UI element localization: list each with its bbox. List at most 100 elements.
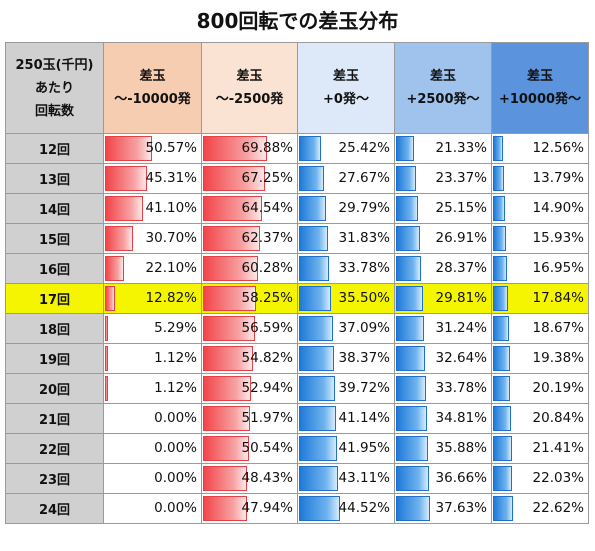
percentage-bar — [299, 496, 340, 521]
percentage-value: 12.82% — [145, 290, 197, 306]
percentage-bar — [493, 436, 512, 461]
percentage-bar — [203, 466, 247, 491]
column-header-4: 差玉 +2500発～ — [394, 42, 492, 134]
row-label: 22回 — [5, 433, 104, 464]
value-cell: 23.37% — [394, 163, 492, 194]
value-cell: 19.38% — [491, 343, 589, 374]
percentage-bar — [299, 136, 322, 161]
percentage-value: 1.12% — [154, 380, 197, 396]
value-cell: 25.42% — [297, 133, 395, 164]
value-cell: 35.50% — [297, 283, 395, 314]
percentage-bar — [203, 346, 254, 371]
value-cell: 41.95% — [297, 433, 395, 464]
value-cell: 20.84% — [491, 403, 589, 434]
table-row: 16回 22.10% 60.28% 33.78% 28.37% 16.95% — [5, 253, 589, 284]
table-row: 22回 0.00% 50.54% 41.95% 35.88% 21.41% — [5, 433, 589, 464]
column-header-4-line1: 差玉 — [429, 69, 456, 84]
row-header-line-1: 250玉(千円) — [15, 57, 94, 73]
percentage-value: 64.54% — [241, 200, 293, 216]
table-row: 12回 50.57% 69.88% 25.42% 21.33% 12.56% — [5, 133, 589, 164]
value-cell: 60.28% — [201, 253, 298, 284]
percentage-value: 47.94% — [241, 500, 293, 516]
percentage-bar — [299, 196, 326, 221]
percentage-value: 0.00% — [154, 410, 197, 426]
percentage-bar — [396, 466, 430, 491]
row-label: 17回 — [5, 283, 104, 314]
percentage-value: 21.41% — [532, 440, 584, 456]
value-cell: 15.93% — [491, 223, 589, 254]
percentage-bar — [396, 286, 423, 311]
percentage-value: 48.43% — [241, 470, 293, 486]
percentage-value: 52.94% — [241, 380, 293, 396]
percentage-bar — [105, 316, 109, 341]
percentage-bar — [105, 376, 108, 401]
row-header-line-3: 回転数 — [34, 103, 74, 119]
percentage-bar — [203, 166, 265, 191]
column-header-2-line1: 差玉 — [236, 69, 263, 84]
percentage-value: 67.25% — [241, 170, 293, 186]
column-header-4-line2: +2500発～ — [406, 92, 480, 107]
table-row: 15回 30.70% 62.37% 31.83% 26.91% 15.93% — [5, 223, 589, 254]
value-cell: 38.37% — [297, 343, 395, 374]
percentage-bar — [396, 496, 431, 521]
percentage-value: 30.70% — [145, 230, 197, 246]
percentage-value: 15.93% — [532, 230, 584, 246]
percentage-bar — [396, 316, 424, 341]
column-header-2: 差玉 ～-2500発 — [201, 42, 298, 134]
value-cell: 54.82% — [201, 343, 298, 374]
percentage-bar — [105, 196, 143, 221]
percentage-bar — [493, 256, 508, 281]
distribution-table: 250玉(千円) あたり 回転数 差玉 ～-10000発 差玉 ～-2500発 … — [5, 42, 589, 524]
percentage-bar — [493, 376, 511, 401]
percentage-value: 20.84% — [532, 410, 584, 426]
percentage-bar — [105, 166, 147, 191]
percentage-bar — [396, 376, 427, 401]
percentage-bar — [299, 316, 333, 341]
row-label: 18回 — [5, 313, 104, 344]
value-cell: 44.52% — [297, 493, 395, 524]
percentage-bar — [105, 256, 125, 281]
percentage-bar — [203, 406, 251, 431]
percentage-value: 33.78% — [338, 260, 390, 276]
value-cell: 16.95% — [491, 253, 589, 284]
percentage-bar — [299, 256, 330, 281]
percentage-bar — [493, 136, 504, 161]
value-cell: 41.14% — [297, 403, 395, 434]
table-row: 23回 0.00% 48.43% 43.11% 36.66% 22.03% — [5, 463, 589, 494]
value-cell: 22.62% — [491, 493, 589, 524]
percentage-value: 54.82% — [241, 350, 293, 366]
percentage-value: 18.67% — [532, 320, 584, 336]
percentage-value: 13.79% — [532, 170, 584, 186]
value-cell: 62.37% — [201, 223, 298, 254]
percentage-value: 28.37% — [435, 260, 487, 276]
percentage-value: 41.95% — [338, 440, 390, 456]
percentage-value: 23.37% — [435, 170, 487, 186]
percentage-bar — [493, 166, 505, 191]
column-header-5-line2: +10000発～ — [498, 92, 582, 107]
percentage-bar — [105, 136, 153, 161]
percentage-value: 69.88% — [241, 140, 293, 156]
table-row: 14回 41.10% 64.54% 29.79% 25.15% 14.90% — [5, 193, 589, 224]
value-cell: 26.91% — [394, 223, 492, 254]
column-header-5: 差玉 +10000発～ — [491, 42, 589, 134]
column-header-1: 差玉 ～-10000発 — [103, 42, 202, 134]
value-cell: 0.00% — [103, 433, 202, 464]
percentage-bar — [299, 406, 337, 431]
table-row: 19回 1.12% 54.82% 38.37% 32.64% 19.38% — [5, 343, 589, 374]
percentage-bar — [493, 466, 513, 491]
percentage-value: 21.33% — [435, 140, 487, 156]
value-cell: 30.70% — [103, 223, 202, 254]
value-cell: 21.41% — [491, 433, 589, 464]
percentage-value: 20.19% — [532, 380, 584, 396]
percentage-value: 31.83% — [338, 230, 390, 246]
percentage-value: 51.97% — [241, 410, 293, 426]
value-cell: 31.24% — [394, 313, 492, 344]
value-cell: 36.66% — [394, 463, 492, 494]
value-cell: 48.43% — [201, 463, 298, 494]
percentage-bar — [493, 196, 506, 221]
value-cell: 56.59% — [201, 313, 298, 344]
percentage-value: 1.12% — [154, 350, 197, 366]
value-cell: 20.19% — [491, 373, 589, 404]
row-header-line-2: あたり — [34, 80, 74, 96]
value-cell: 45.31% — [103, 163, 202, 194]
